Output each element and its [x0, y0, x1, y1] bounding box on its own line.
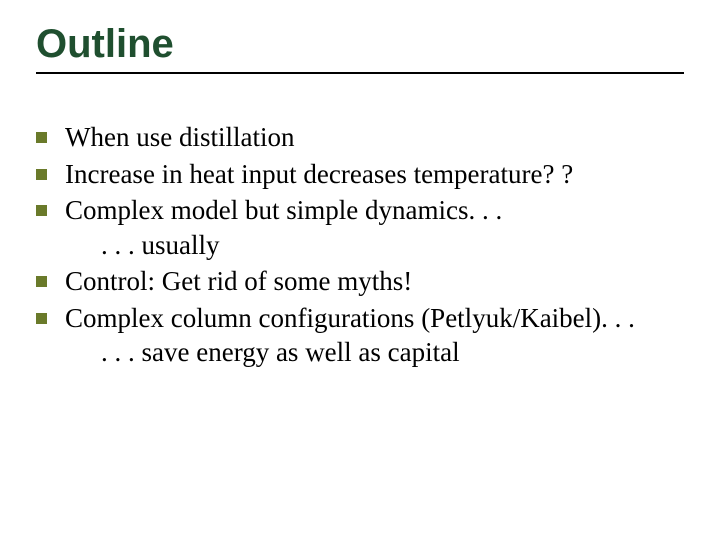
square-bullet-icon [36, 169, 47, 180]
square-bullet-icon [36, 205, 47, 216]
list-item-text: Complex column configurations (Petlyuk/K… [65, 301, 684, 370]
list-item-text: Complex model but simple dynamics. . .. … [65, 193, 684, 262]
slide-body: When use distillationIncrease in heat in… [36, 74, 684, 370]
list-item: Complex model but simple dynamics. . .. … [36, 193, 684, 262]
list-item-text: Increase in heat input decreases tempera… [65, 157, 684, 192]
list-item-text: When use distillation [65, 120, 684, 155]
square-bullet-icon [36, 276, 47, 287]
slide: Outline When use distillationIncrease in… [0, 0, 720, 540]
list-item-subline: . . . save energy as well as capital [65, 335, 684, 370]
list-item: Increase in heat input decreases tempera… [36, 157, 684, 192]
square-bullet-icon [36, 132, 47, 143]
square-bullet-icon [36, 313, 47, 324]
list-item-text: Control: Get rid of some myths! [65, 264, 684, 299]
slide-title: Outline [36, 22, 684, 74]
list-item: Complex column configurations (Petlyuk/K… [36, 301, 684, 370]
list-item: When use distillation [36, 120, 684, 155]
list-item: Control: Get rid of some myths! [36, 264, 684, 299]
list-item-subline: . . . usually [65, 228, 684, 263]
